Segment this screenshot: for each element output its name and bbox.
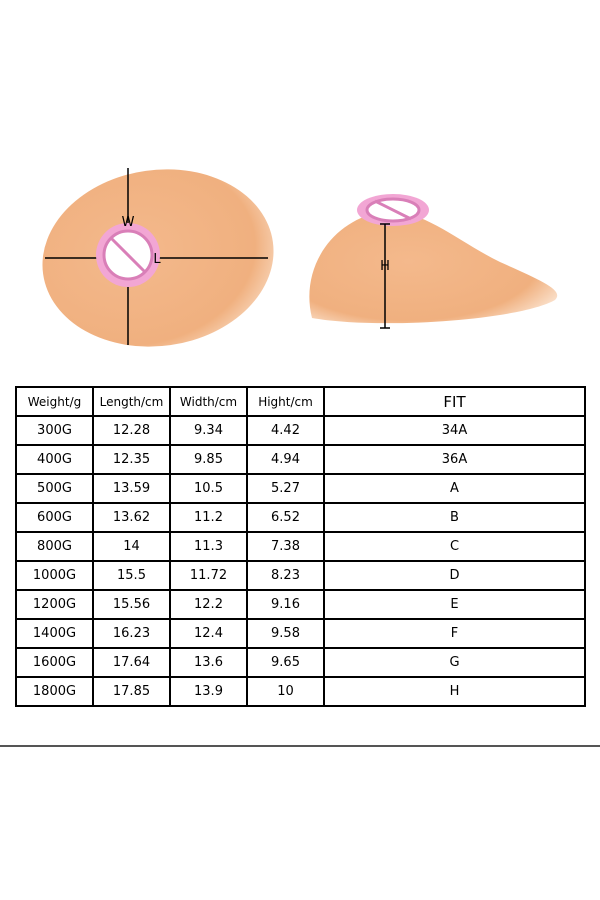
table-cell: 13.59 [92,473,171,504]
table-cell: 34A [323,415,586,446]
table-cell: 10 [246,676,325,707]
header-cell: Weight/g [15,386,94,417]
height-label: H [380,259,390,274]
table-cell: 16.23 [92,618,171,649]
front-view: W L [42,168,274,347]
table-cell: 12.2 [169,589,248,620]
table-cell: 8.23 [246,560,325,591]
table-cell: D [323,560,586,591]
table-cell: 1000G [15,560,94,591]
table-cell: 14 [92,531,171,562]
table-cell: 4.94 [246,444,325,475]
table-row: 300G 12.28 9.34 4.42 34A [15,415,586,446]
table-cell: 15.5 [92,560,171,591]
table-cell: 1600G [15,647,94,678]
table-cell: C [323,531,586,562]
table-cell: 5.27 [246,473,325,504]
table-row: 400G 12.35 9.85 4.94 36A [15,444,586,475]
table-cell: E [323,589,586,620]
table-cell: 4.42 [246,415,325,446]
table-cell: 600G [15,502,94,533]
header-cell: Length/cm [92,386,171,417]
table-cell: 7.38 [246,531,325,562]
table-cell: 17.64 [92,647,171,678]
table-row: 1400G 16.23 12.4 9.58 F [15,618,586,649]
table-row: 800G 14 11.3 7.38 C [15,531,586,562]
table-cell: 11.3 [169,531,248,562]
table-cell: 11.72 [169,560,248,591]
table-cell: 13.9 [169,676,248,707]
table-cell: 11.2 [169,502,248,533]
table-cell: 400G [15,444,94,475]
header-cell: Width/cm [169,386,248,417]
table-cell: 12.28 [92,415,171,446]
length-label: L [153,252,161,267]
table-cell: 13.62 [92,502,171,533]
width-label: W [122,215,135,230]
table-cell: H [323,676,586,707]
divider [0,745,600,747]
header-cell: FIT [323,386,586,417]
product-diagram: W L H [42,168,558,347]
table-cell: 10.5 [169,473,248,504]
table-row: 1000G 15.5 11.72 8.23 D [15,560,586,591]
table-cell: 17.85 [92,676,171,707]
table-row: 500G 13.59 10.5 5.27 A [15,473,586,504]
table-cell: 12.4 [169,618,248,649]
table-row: 1800G 17.85 13.9 10 H [15,676,586,707]
table-cell: 9.16 [246,589,325,620]
table-cell: 13.6 [169,647,248,678]
table-cell: 1800G [15,676,94,707]
table-cell: 1400G [15,618,94,649]
table-row: 600G 13.62 11.2 6.52 B [15,502,586,533]
table-cell: 12.35 [92,444,171,475]
table-cell: 300G [15,415,94,446]
side-view: H [309,194,558,329]
table-cell: B [323,502,586,533]
table-cell: 9.85 [169,444,248,475]
table-cell: 6.52 [246,502,325,533]
table-cell: 1200G [15,589,94,620]
table-cell: 15.56 [92,589,171,620]
table-cell: 36A [323,444,586,475]
table-cell: 9.34 [169,415,248,446]
table-cell: 500G [15,473,94,504]
table-cell: 800G [15,531,94,562]
table-cell: G [323,647,586,678]
table-cell: F [323,618,586,649]
table-cell: 9.65 [246,647,325,678]
size-table: Weight/g Length/cm Width/cm Hight/cm FIT 300G… [15,386,586,707]
table-row: 1600G 17.64 13.6 9.65 G [15,647,586,678]
table-cell: 9.58 [246,618,325,649]
header-cell: Hight/cm [246,386,325,417]
table-cell: A [323,473,586,504]
header-row: Weight/g Length/cm Width/cm Hight/cm FIT [15,386,586,417]
table-row: 1200G 15.56 12.2 9.16 E [15,589,586,620]
